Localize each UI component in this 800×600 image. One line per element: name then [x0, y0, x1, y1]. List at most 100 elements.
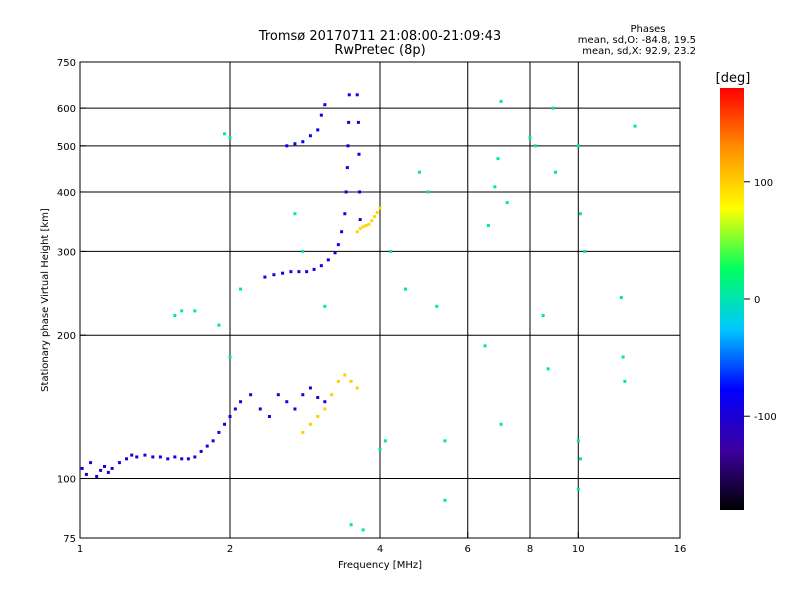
data-point [228, 136, 232, 140]
data-point [323, 103, 327, 107]
data-point [435, 304, 439, 308]
x-axis-label: Frequency [MHz] [338, 560, 422, 571]
data-point [80, 466, 84, 470]
data-point [285, 144, 289, 148]
data-point [239, 400, 243, 404]
data-point [323, 400, 327, 404]
data-point [345, 166, 349, 170]
data-point [276, 393, 280, 397]
data-point [106, 470, 110, 474]
x-axis: 1 2 4 6 8 10 16 [77, 532, 686, 555]
data-point [546, 367, 550, 371]
y-axis: 75 100 200 300 400 500 600 750 [57, 58, 86, 545]
stats-o-mode: mean, sd,O: -84.8, 19.5 [578, 35, 696, 46]
data-point [293, 407, 297, 411]
data-point [621, 355, 625, 359]
data-point [223, 422, 227, 426]
colorbar-ticks: 100 0 -100 [744, 178, 777, 423]
data-point [553, 170, 557, 174]
data-point [355, 230, 359, 234]
data-point [316, 128, 320, 132]
data-point [180, 457, 184, 461]
data-point [533, 144, 537, 148]
data-point [357, 152, 361, 156]
stats-x-mode: mean, sd,X: 92.9, 23.2 [582, 46, 696, 57]
chart-title: Tromsø 20170711 21:08:00-21:09:43 [258, 29, 501, 44]
data-point [258, 407, 262, 411]
data-point [193, 309, 197, 313]
data-point [349, 523, 353, 527]
data-point [95, 474, 99, 478]
data-point [301, 140, 305, 144]
x-tick-label: 8 [527, 544, 533, 555]
y-tick-label: 600 [57, 104, 76, 115]
data-point [239, 287, 243, 291]
data-point [319, 264, 323, 268]
data-point [285, 400, 289, 404]
data-point [344, 190, 348, 194]
y-tick-label: 500 [57, 142, 76, 153]
colorbar-tick-label: -100 [754, 412, 777, 423]
data-point [633, 124, 637, 128]
data-point [358, 190, 362, 194]
data-point [186, 457, 190, 461]
data-point [173, 314, 177, 318]
data-point [336, 379, 340, 383]
data-point [103, 464, 107, 468]
data-point [263, 275, 267, 279]
data-point [205, 444, 209, 448]
data-point [316, 414, 320, 418]
data-point [346, 144, 350, 148]
data-point [499, 422, 503, 426]
data-point [367, 222, 371, 226]
data-point [426, 190, 430, 194]
data-point [289, 270, 293, 274]
data-point [378, 206, 382, 210]
data-point [301, 249, 305, 253]
data-point [486, 224, 490, 228]
data-point [267, 414, 271, 418]
data-point [358, 227, 362, 231]
data-point [343, 373, 347, 377]
data-point [578, 212, 582, 216]
colorbar [720, 88, 744, 510]
data-point [541, 314, 545, 318]
data-point [576, 439, 580, 443]
data-point [193, 455, 197, 459]
data-point [272, 273, 276, 277]
colorbar-tick-label: 0 [754, 295, 760, 306]
data-point [496, 157, 500, 161]
data-point [319, 113, 323, 117]
x-tick-label: 1 [77, 544, 83, 555]
y-tick-label: 400 [57, 188, 76, 199]
data-point [99, 468, 103, 472]
data-point [378, 448, 382, 452]
data-point [293, 212, 297, 216]
y-tick-label: 300 [57, 247, 76, 258]
data-point [308, 134, 312, 138]
data-point [117, 461, 121, 465]
data-point [180, 309, 184, 313]
data-point [217, 430, 221, 434]
data-point [312, 267, 316, 271]
data-point [323, 407, 327, 411]
colorbar-tick-label: 100 [754, 178, 773, 189]
data-point [443, 498, 447, 502]
data-points [80, 93, 637, 532]
y-tick-label: 100 [57, 475, 76, 486]
data-point [308, 386, 312, 390]
data-point [623, 379, 627, 383]
data-point [619, 296, 623, 300]
data-point [417, 170, 421, 174]
data-point [336, 243, 340, 247]
data-point [84, 472, 88, 476]
data-point [375, 211, 379, 215]
y-tick-label: 750 [57, 58, 76, 69]
data-point [333, 251, 337, 255]
data-point [361, 225, 365, 229]
data-point [308, 422, 312, 426]
chart-subtitle: RwPretec (8p) [334, 43, 425, 58]
data-point [166, 457, 170, 461]
data-point [143, 453, 147, 457]
